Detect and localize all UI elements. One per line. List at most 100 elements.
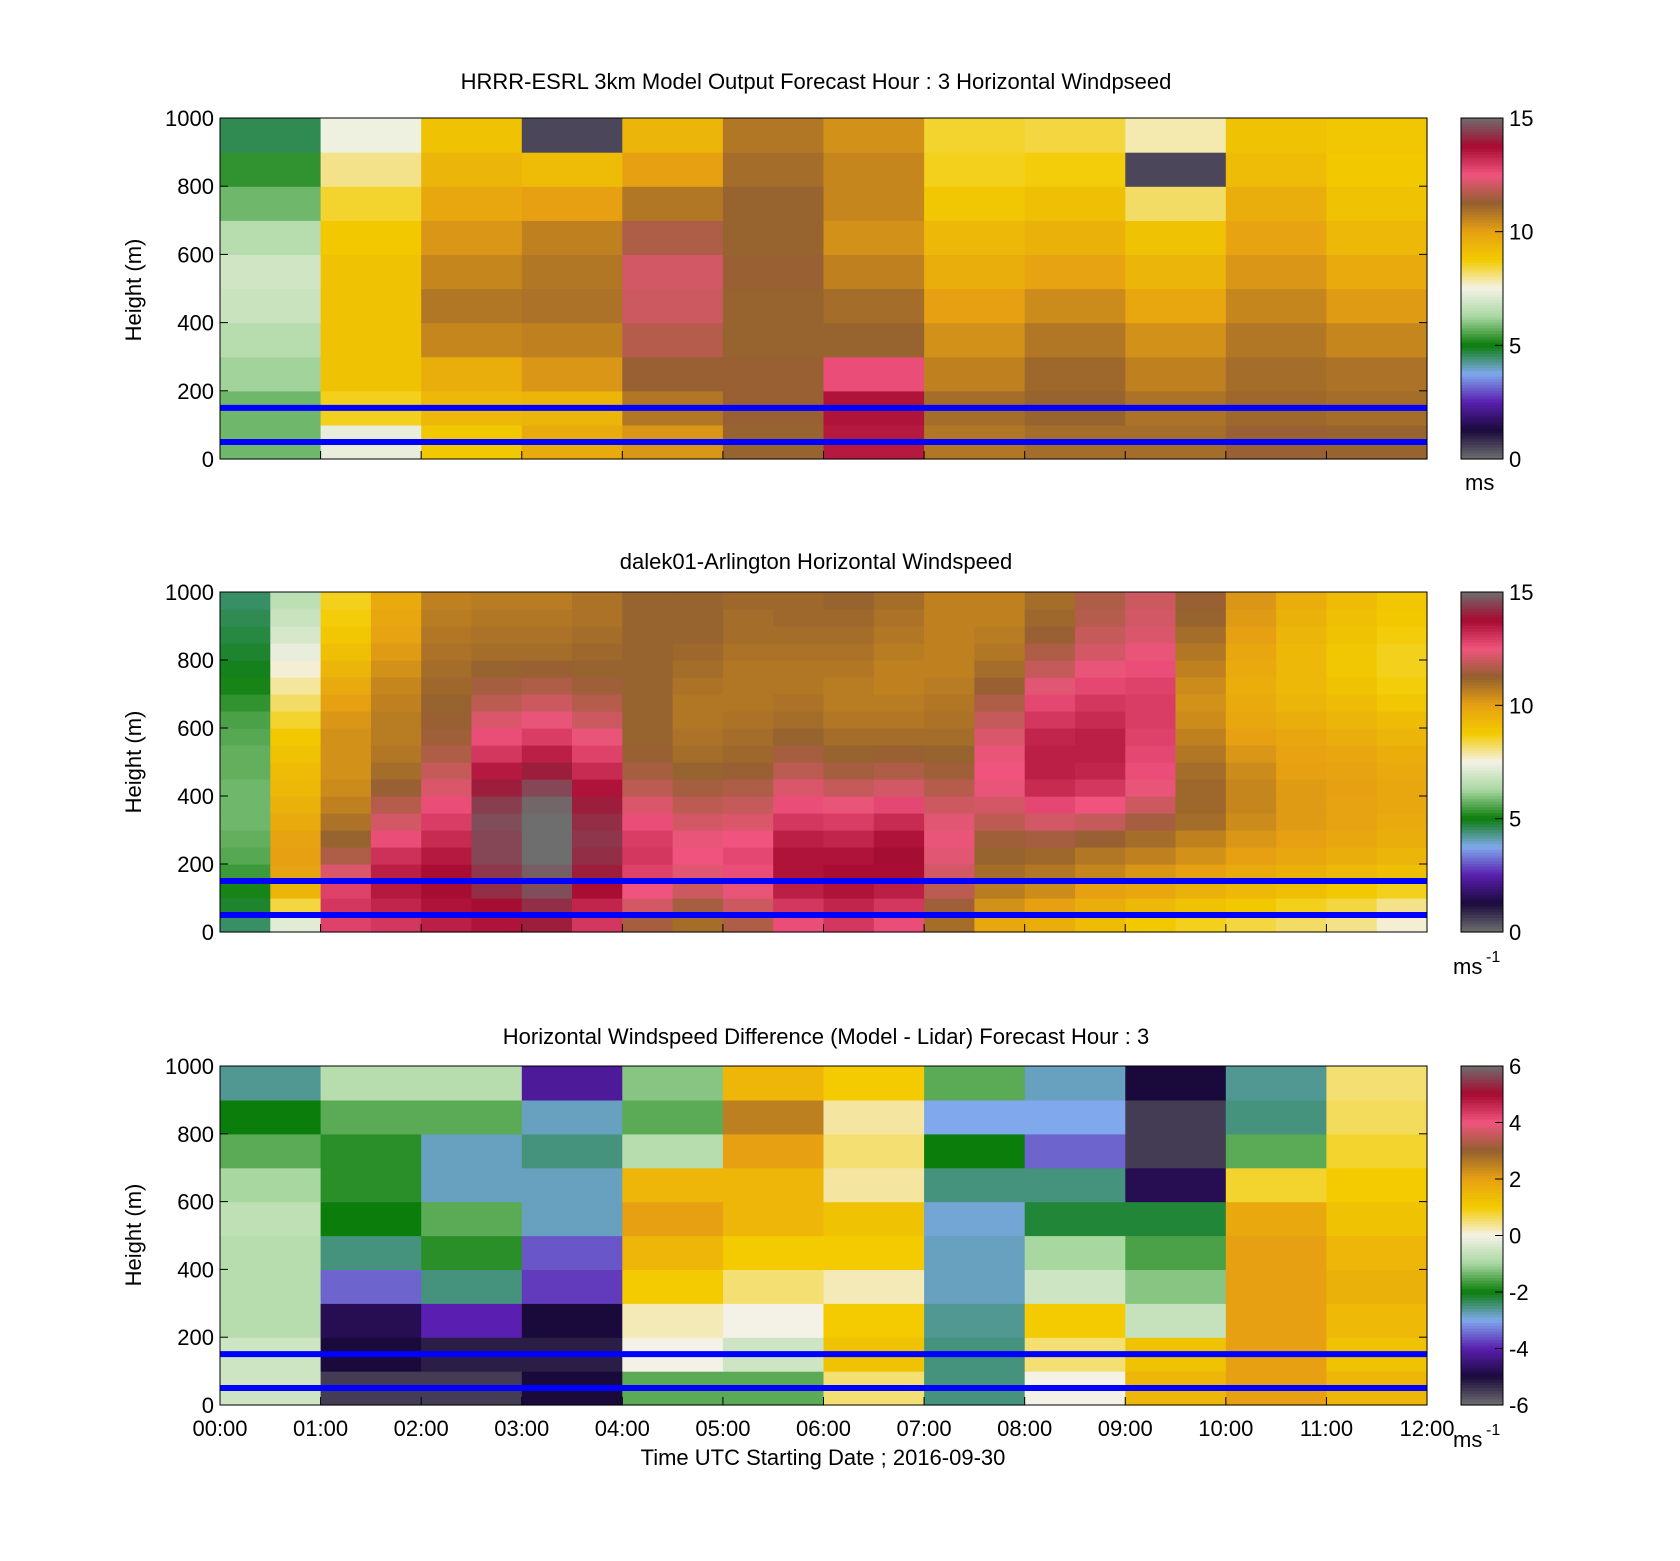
colorbar-segment <box>1461 393 1503 397</box>
colorbar-segment <box>1461 1340 1503 1344</box>
heatmap-cell <box>622 1099 724 1135</box>
heatmap-cell <box>924 152 1026 187</box>
colorbar-segment <box>1461 356 1503 361</box>
heatmap-cell <box>1125 796 1177 814</box>
heatmap-cell <box>320 1066 422 1101</box>
heatmap-cell <box>823 1201 925 1237</box>
heatmap-cell <box>572 915 623 933</box>
heatmap-cell <box>722 796 774 814</box>
colorbar-tick-label: 0 <box>1509 447 1521 472</box>
colorbar-segment <box>1461 1131 1503 1135</box>
colorbar-segment <box>1461 739 1503 743</box>
heatmap-cell <box>823 1235 925 1270</box>
y-tick-label: 200 <box>177 1325 214 1350</box>
heatmap-cell <box>773 745 825 763</box>
panel-difference-ylabel: Height (m) <box>121 1184 146 1287</box>
colorbar-tick-label: 6 <box>1509 1054 1521 1079</box>
heatmap-cell <box>1125 1303 1227 1338</box>
panel-difference-title: Horizontal Windspeed Difference (Model -… <box>503 1024 1149 1049</box>
heatmap-cell <box>1326 660 1378 678</box>
colorbar-segment <box>1461 665 1503 670</box>
heatmap-cell <box>672 813 724 831</box>
heatmap-cell <box>421 118 523 153</box>
heatmap-cell <box>572 847 623 865</box>
heatmap-cell <box>924 118 1026 153</box>
colorbar-segment <box>1461 1114 1503 1118</box>
y-tick-label: 600 <box>177 242 214 267</box>
heatmap-cell <box>1225 626 1277 644</box>
heatmap-cell <box>873 813 925 831</box>
colorbar-segment <box>1461 1207 1503 1211</box>
heatmap-cell <box>974 694 1026 712</box>
colorbar-segment <box>1461 677 1503 681</box>
heatmap-cell <box>1024 1303 1126 1338</box>
heatmap-cell <box>722 1066 825 1101</box>
heatmap-cell <box>320 796 372 814</box>
heatmap-cell <box>773 898 825 916</box>
heatmap-cell <box>320 847 372 865</box>
colorbar-segment <box>1461 353 1503 358</box>
heatmap-cell <box>1376 813 1428 831</box>
heatmap-cell <box>1326 220 1428 255</box>
colorbar-segment <box>1461 594 1503 599</box>
heatmap-cell <box>1376 745 1428 763</box>
heatmap-cell <box>521 830 573 848</box>
heatmap-cell <box>220 813 271 831</box>
heatmap-cell <box>823 677 875 695</box>
colorbar-segment <box>1461 892 1503 896</box>
heatmap-cell <box>722 1201 825 1237</box>
heatmap-cell <box>421 847 473 865</box>
colorbar-segment <box>1461 1235 1503 1239</box>
colorbar-segment <box>1461 1184 1503 1189</box>
heatmap-cell <box>1075 762 1126 780</box>
heatmap-cell <box>974 898 1026 916</box>
heatmap-cell <box>421 322 523 358</box>
heatmap-cell <box>1225 1269 1327 1304</box>
colorbar-segment <box>1461 793 1503 797</box>
heatmap-cell <box>421 779 473 797</box>
panel-model-reference-lines <box>220 404 1427 445</box>
colorbar-segment <box>1461 1153 1503 1157</box>
colorbar-segment <box>1461 773 1503 777</box>
heatmap-cell <box>773 813 825 831</box>
colorbar-segment <box>1461 606 1503 610</box>
heatmap-cell <box>1125 728 1177 746</box>
heatmap-cell <box>924 288 1026 324</box>
heatmap-cell <box>421 660 473 678</box>
panel-difference-y-ticks: 0 200 400 600 800 1000 <box>165 1054 1427 1418</box>
heatmap-cell <box>270 898 322 916</box>
colorbar-segment <box>1461 691 1503 695</box>
heatmap-cell <box>1376 626 1428 644</box>
heatmap-cell <box>220 356 322 392</box>
colorbar-segment <box>1461 1187 1503 1191</box>
heatmap-cell <box>320 1303 422 1338</box>
heatmap-cell <box>521 677 573 695</box>
colorbar-segment <box>1461 915 1503 919</box>
colorbar-segment <box>1461 146 1503 150</box>
heatmap-cell <box>370 694 422 712</box>
colorbar-segment <box>1461 1348 1503 1352</box>
heatmap-cell <box>1225 609 1277 627</box>
heatmap-cell <box>924 220 1026 255</box>
heatmap-cell <box>320 1099 422 1135</box>
heatmap-cell <box>974 592 1026 610</box>
heatmap-cell <box>622 813 674 831</box>
heatmap-cell <box>370 728 422 746</box>
colorbar-segment <box>1461 1280 1503 1285</box>
heatmap-cell <box>1225 186 1327 221</box>
heatmap-cell <box>622 186 724 221</box>
heatmap-cell <box>572 898 623 916</box>
colorbar-segment <box>1461 798 1503 803</box>
heatmap-cell <box>521 186 623 221</box>
heatmap-cell <box>521 356 623 392</box>
colorbar-segment <box>1461 277 1503 281</box>
y-tick-label: 1000 <box>165 1054 214 1079</box>
panel-model-x-ticks <box>219 451 1428 459</box>
colorbar-segment <box>1461 1099 1503 1104</box>
heatmap-cell <box>220 796 271 814</box>
heatmap-cell <box>421 1167 523 1203</box>
colorbar-segment <box>1461 1376 1503 1381</box>
heatmap-cell <box>622 796 674 814</box>
heatmap-cell <box>1376 762 1428 780</box>
heatmap-cell <box>1326 1133 1428 1169</box>
